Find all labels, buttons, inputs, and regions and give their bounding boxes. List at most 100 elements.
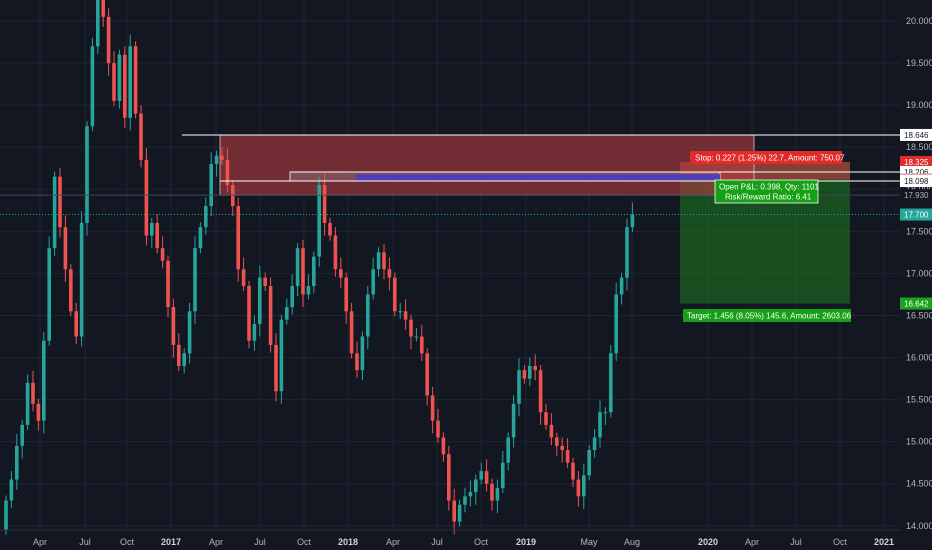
price-badge-label: 16.642 bbox=[904, 300, 929, 309]
candle-body bbox=[15, 445, 19, 480]
candle-body bbox=[630, 214, 635, 228]
candle-body bbox=[403, 311, 408, 320]
candle-body bbox=[171, 307, 176, 345]
x-tick-label: Apr bbox=[209, 537, 223, 547]
price-badge bbox=[900, 297, 932, 310]
price-badge-label: 18.325 bbox=[904, 158, 929, 167]
target-label: Target: 1.456 (8.05%) 145.6, Amount: 260… bbox=[687, 312, 852, 321]
price-badge bbox=[900, 189, 932, 202]
y-tick-label: 15.000 bbox=[906, 437, 932, 447]
candle-body bbox=[457, 504, 462, 522]
candle-body bbox=[517, 370, 521, 404]
y-tick-label: 20.000 bbox=[906, 16, 932, 26]
candle-body bbox=[468, 492, 473, 497]
candle-body bbox=[139, 113, 143, 160]
candle-body bbox=[236, 206, 240, 270]
candle-body bbox=[344, 277, 348, 312]
candle-body bbox=[522, 370, 527, 379]
y-tick-label: 17.500 bbox=[906, 226, 932, 236]
pnl-label-line2: Risk/Reward Ratio: 6.41 bbox=[725, 193, 812, 202]
y-tick-label: 14.500 bbox=[906, 479, 932, 489]
y-tick-label: 16.500 bbox=[906, 310, 932, 320]
price-axis[interactable]: 20.00019.50019.00018.50018.00017.50017.0… bbox=[900, 0, 932, 550]
candle-body bbox=[398, 311, 402, 313]
candle-body bbox=[4, 500, 8, 530]
candle-body bbox=[285, 307, 289, 320]
candle-body bbox=[506, 437, 510, 463]
x-tick-label: Jul bbox=[79, 537, 91, 547]
candle-body bbox=[220, 155, 224, 160]
price-badge-label: 18.206 bbox=[904, 168, 929, 177]
candle-body bbox=[47, 248, 51, 341]
blue-highlight-band[interactable] bbox=[356, 174, 720, 181]
candle-body bbox=[160, 248, 165, 261]
x-tick-label: Oct bbox=[474, 537, 489, 547]
x-tick-label: Apr bbox=[33, 537, 47, 547]
candle-body bbox=[193, 248, 197, 312]
candle-body bbox=[479, 471, 483, 480]
y-tick-label: 19.000 bbox=[906, 100, 932, 110]
candle-body bbox=[565, 450, 570, 463]
candle-body bbox=[414, 336, 419, 338]
candle-body bbox=[177, 344, 181, 366]
candle-body bbox=[555, 437, 559, 446]
x-tick-label: Jul bbox=[790, 537, 802, 547]
candle-body bbox=[544, 412, 548, 425]
chart-grid bbox=[0, 0, 900, 530]
candle-body bbox=[339, 269, 343, 278]
candle-body bbox=[85, 126, 89, 223]
candle-body bbox=[58, 176, 62, 228]
x-tick-label: Apr bbox=[745, 537, 759, 547]
candle-body bbox=[182, 353, 186, 366]
candle-body bbox=[560, 445, 564, 451]
candle-body bbox=[328, 222, 332, 236]
candle-body bbox=[20, 424, 24, 446]
candle-body bbox=[36, 403, 41, 421]
candle-body bbox=[441, 437, 446, 455]
candle-body bbox=[247, 286, 251, 341]
candle-body bbox=[290, 286, 294, 308]
candle-body bbox=[155, 222, 159, 249]
candle-body bbox=[263, 277, 267, 287]
candle-body bbox=[106, 16, 111, 64]
candle-body bbox=[430, 395, 435, 421]
resistance-zone[interactable] bbox=[219, 134, 755, 196]
candle-body bbox=[96, 0, 100, 47]
y-tick-label: 15.500 bbox=[906, 395, 932, 405]
candle-body bbox=[150, 222, 154, 236]
y-tick-label: 17.000 bbox=[906, 268, 932, 278]
candle-body bbox=[225, 159, 230, 186]
x-tick-label: 2021 bbox=[874, 537, 894, 547]
x-tick-label: Jul bbox=[254, 537, 266, 547]
candle-body bbox=[31, 382, 35, 404]
candle-body bbox=[209, 164, 213, 207]
candle-body bbox=[538, 370, 543, 413]
candle-body bbox=[393, 277, 397, 312]
candle-body bbox=[42, 340, 46, 421]
price-badge bbox=[900, 175, 932, 188]
position-zones[interactable] bbox=[219, 134, 850, 304]
pnl-label-line1: Open P&L: 0.398, Qty: 1101 bbox=[719, 183, 819, 192]
time-axis[interactable]: Apr Jul Oct 2017 Apr Jul Oct 2018 Apr Jul Oct 2019 M… bbox=[0, 529, 900, 547]
candle-body bbox=[571, 462, 575, 480]
candle-body bbox=[90, 46, 95, 127]
candle-body bbox=[603, 412, 608, 414]
candle-body bbox=[495, 487, 500, 501]
candle-body bbox=[349, 311, 354, 354]
candle-body bbox=[592, 437, 597, 451]
candle-body bbox=[52, 176, 57, 249]
price-badge-label: 17.700 bbox=[904, 211, 929, 220]
candle-body bbox=[306, 286, 311, 295]
x-tick-label: Oct bbox=[297, 537, 312, 547]
x-tick-label: 2019 bbox=[516, 537, 536, 547]
candle-body bbox=[9, 479, 14, 501]
candle-body bbox=[625, 227, 629, 278]
candle-body bbox=[268, 286, 273, 345]
price-badge-label: 18.646 bbox=[904, 131, 929, 140]
candle-body bbox=[598, 412, 602, 438]
candle-body bbox=[117, 54, 122, 101]
candle-body bbox=[187, 311, 192, 354]
candle-body bbox=[528, 365, 532, 379]
price-badge bbox=[900, 208, 932, 221]
